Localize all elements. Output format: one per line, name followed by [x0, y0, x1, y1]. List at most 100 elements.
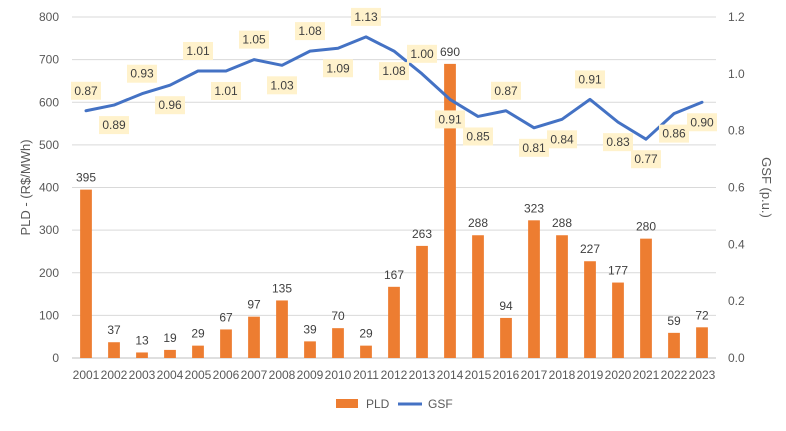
gsf-label-box	[575, 70, 605, 89]
y-left-tick-label: 700	[39, 53, 59, 67]
gsf-point-label: 1.09	[326, 61, 350, 75]
gsf-label-box	[71, 81, 101, 100]
pld-bars	[80, 63, 708, 358]
gsf-point-label: 1.01	[186, 44, 210, 58]
x-tick-label: 2022	[661, 368, 688, 382]
pld-bar	[108, 342, 120, 358]
y-left-tick-label: 400	[39, 181, 59, 195]
pld-bar-label: 39	[303, 322, 317, 336]
legend-pld-swatch	[336, 399, 358, 408]
pld-bar	[332, 328, 344, 358]
pld-bar	[472, 235, 484, 358]
pld-bar	[640, 238, 652, 358]
x-tick-label: 2014	[437, 368, 464, 382]
x-tick-label: 2021	[633, 368, 660, 382]
y-right-tick-label: 1.0	[728, 67, 745, 81]
y-right-tick-label: 1.2	[728, 10, 745, 24]
x-tick-label: 2020	[605, 368, 632, 382]
y-left-tick-label: 200	[39, 266, 59, 280]
x-tick-label: 2001	[73, 368, 100, 382]
pld-bar-label: 97	[247, 298, 261, 312]
y-left-tick-label: 500	[39, 138, 59, 152]
y-left-axis-title: PLD - (R$/MWh)	[18, 139, 33, 235]
y-left-tick-label: 800	[39, 10, 59, 24]
pld-bar	[388, 286, 400, 358]
gsf-label-box	[183, 41, 213, 60]
gsf-label-box	[239, 30, 269, 49]
gsf-label-box	[351, 7, 381, 26]
pld-bar-label: 323	[524, 201, 544, 215]
gsf-point-label: 0.85	[466, 129, 490, 143]
gsf-point-label: 1.13	[354, 10, 378, 24]
pld-bar	[304, 341, 316, 358]
gsf-label-box	[323, 59, 353, 78]
pld-bar-label: 227	[580, 242, 600, 256]
data-labels: 395 37 13 19 29 67 97 135 39 70 29 167 263 690 288 94 32…	[71, 7, 717, 347]
gsf-line-path	[84, 35, 704, 141]
pld-bar-label: 37	[107, 323, 121, 337]
x-tick-label: 2012	[381, 368, 408, 382]
x-tick-label: 2009	[297, 368, 324, 382]
pld-bar	[80, 189, 92, 358]
pld-bar-label: 19	[163, 331, 177, 345]
y-right-tick-label: 0.8	[728, 124, 745, 138]
pld-bar-label: 288	[552, 216, 572, 230]
pld-bar-label: 59	[667, 314, 681, 328]
pld-bar-label: 94	[499, 299, 513, 313]
y-left-tick-label: 0	[52, 351, 59, 365]
gsf-label-box	[211, 81, 241, 100]
gsf-point-label: 0.87	[74, 84, 98, 98]
legend-gsf-label: GSF	[428, 397, 453, 411]
pld-bar-label: 135	[272, 281, 292, 295]
y-left-tick-label: 100	[39, 308, 59, 322]
y-right-tick-label: 0.4	[728, 237, 745, 251]
gsf-point-label: 0.93	[130, 67, 154, 81]
pld-bar	[164, 349, 176, 358]
gsf-point-label: 0.91	[438, 112, 462, 126]
x-tick-label: 2008	[269, 368, 296, 382]
gsf-label-box	[463, 127, 493, 146]
gsf-point-label: 1.05	[242, 33, 266, 47]
x-tick-label: 2007	[241, 368, 268, 382]
legend: PLD GSF	[336, 397, 453, 411]
pld-bar-label: 67	[219, 310, 233, 324]
gsf-label-box	[547, 130, 577, 149]
gsf-point-label: 1.08	[298, 24, 322, 38]
pld-bar	[584, 261, 596, 358]
gsf-point-label: 1.00	[410, 47, 434, 61]
pld-bar	[668, 332, 680, 358]
y-right-tick-label: 0.6	[728, 181, 745, 195]
pld-bar-label: 395	[76, 171, 96, 185]
axes: 0 100 200 300 400 500 600 700 800 0.0 0.2 0.4 0.6 0.8…	[18, 10, 774, 382]
gsf-point-label: 0.91	[578, 72, 602, 86]
gsf-line	[84, 35, 704, 141]
gsf-point-label: 0.96	[158, 98, 182, 112]
pld-bar-label: 177	[608, 264, 628, 278]
pld-bar	[220, 329, 232, 358]
y-right-axis-title: GSF (p.u.)	[759, 157, 774, 218]
gsf-label-box	[295, 22, 325, 41]
x-tick-label: 2002	[101, 368, 128, 382]
pld-bar-label: 72	[695, 308, 709, 322]
pld-bar-label: 13	[135, 333, 149, 347]
pld-bar	[416, 245, 428, 358]
x-tick-label: 2023	[689, 368, 716, 382]
x-tick-label: 2003	[129, 368, 156, 382]
pld-bar	[136, 352, 148, 358]
gsf-label-box	[127, 64, 157, 83]
gsf-label-box	[631, 150, 661, 169]
gsf-point-label: 0.87	[494, 84, 518, 98]
pld-bar	[276, 300, 288, 358]
gsf-point-label: 0.86	[662, 127, 686, 141]
y-right-tick-label: 0.2	[728, 294, 745, 308]
y-right-tick-label: 0.0	[728, 351, 745, 365]
x-tick-label: 2018	[549, 368, 576, 382]
gsf-point-label: 1.01	[214, 84, 238, 98]
gsf-label-box	[491, 81, 521, 100]
gsf-point-label: 1.03	[270, 78, 294, 92]
gsf-point-label: 0.81	[522, 141, 546, 155]
gsf-point-label: 0.90	[690, 115, 714, 129]
gsf-point-label: 1.08	[382, 64, 406, 78]
